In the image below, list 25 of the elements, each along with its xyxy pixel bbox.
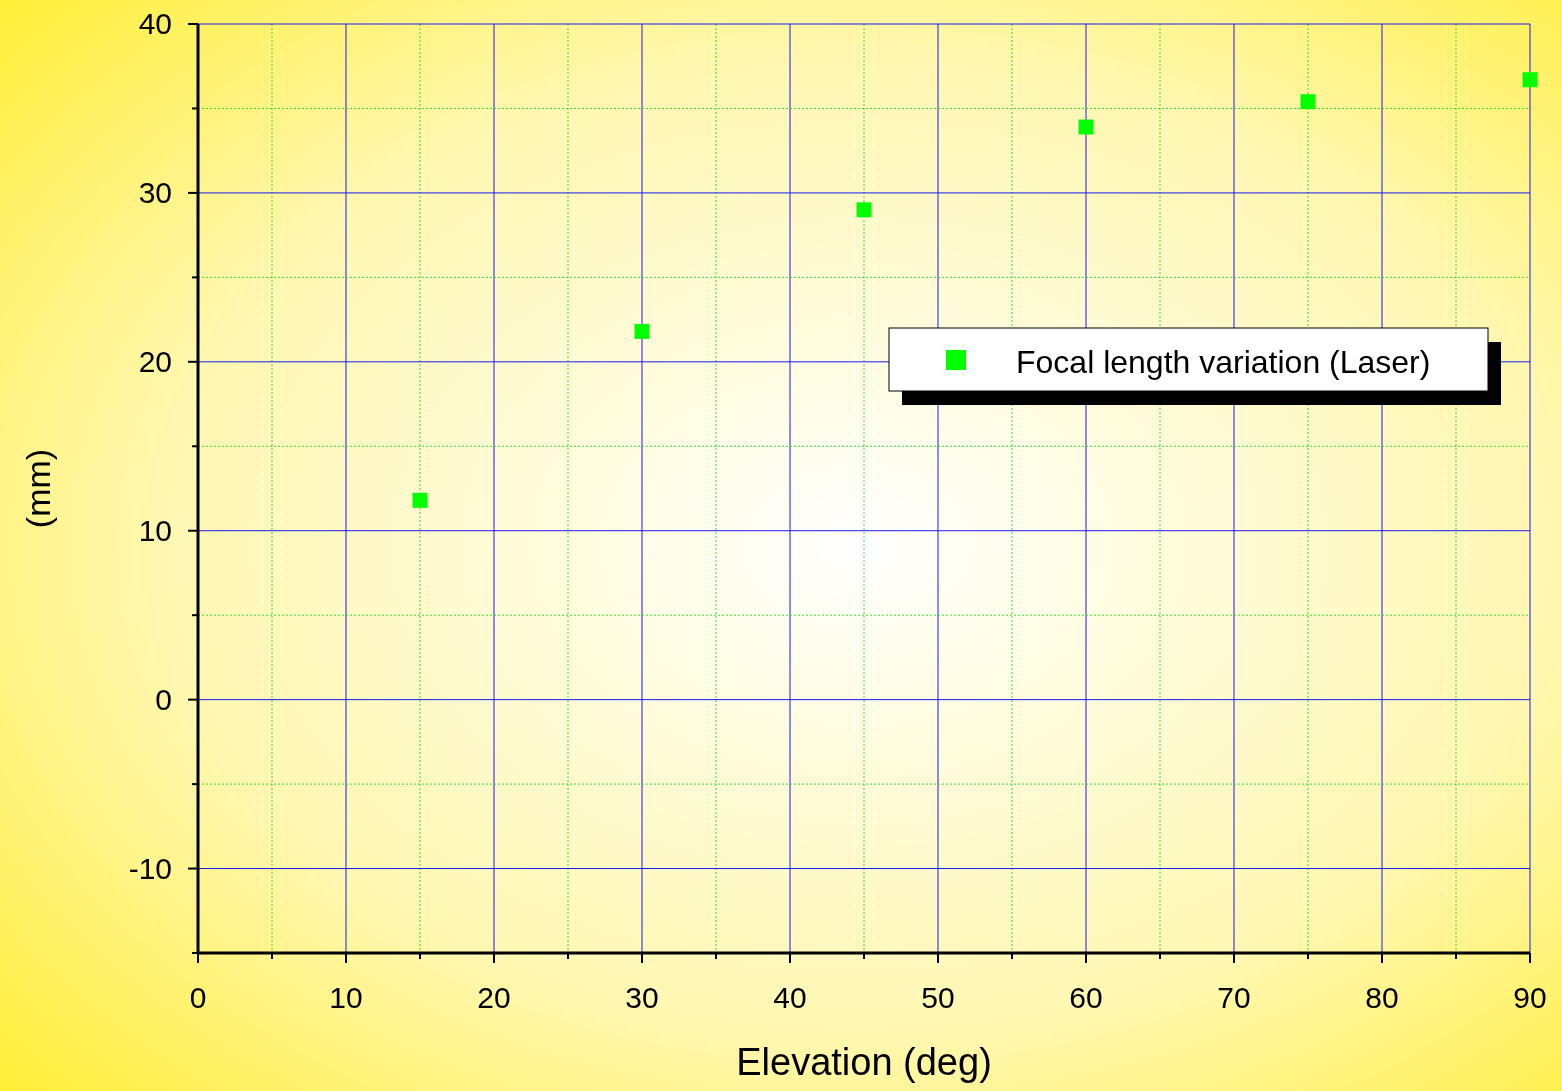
x-tick-label: 10	[329, 981, 363, 1014]
x-tick-label: 0	[189, 981, 207, 1014]
y-tick-label: -10	[128, 851, 172, 885]
x-axis-title: Elevation (deg)	[736, 1041, 992, 1083]
x-tick-label: 60	[1069, 981, 1103, 1014]
x-tick-label: 20	[477, 981, 511, 1014]
x-tick-label: 90	[1513, 981, 1547, 1014]
point	[1078, 119, 1094, 135]
point	[856, 202, 872, 218]
y-tick-label: 20	[138, 344, 172, 378]
x-tick-label: 80	[1365, 981, 1399, 1014]
x-tick-label: 70	[1217, 981, 1251, 1014]
y-tick-label: 10	[138, 513, 172, 547]
y-tick-label: 0	[155, 682, 172, 716]
point	[1522, 72, 1538, 88]
y-axis-title: (mm)	[19, 448, 57, 529]
y-tick-label: 40	[138, 7, 172, 40]
legend-label: Focal length variation (Laser)	[1016, 344, 1431, 380]
x-tick-label: 40	[773, 981, 807, 1014]
point	[412, 492, 428, 508]
point	[634, 323, 650, 339]
point	[1300, 94, 1316, 110]
x-tick-label: 50	[921, 981, 955, 1014]
y-tick-label: 30	[138, 175, 172, 209]
x-tick-label: 30	[625, 981, 659, 1014]
